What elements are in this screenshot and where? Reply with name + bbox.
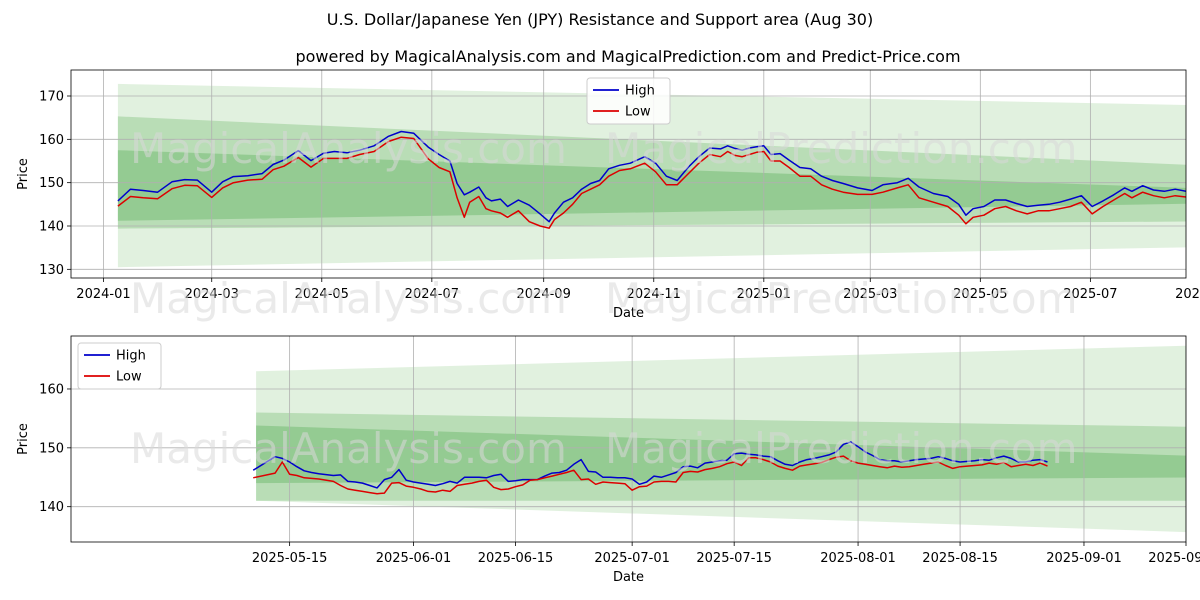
x-tick-label: 2025-09-15 [1148, 551, 1200, 566]
watermark-analysis-top: MagicalAnalysis.com [130, 124, 567, 173]
y-tick-label: 130 [39, 263, 64, 278]
watermark-prediction-bottom: MagicalPrediction.com [605, 424, 1078, 473]
legend-label-low: Low [625, 105, 651, 120]
x-tick-label: 2024-11 [627, 287, 681, 302]
y-tick-label: 140 [39, 500, 64, 515]
plot-area [71, 70, 1186, 278]
x-tick-label: 2024-03 [185, 287, 239, 302]
x-tick-label: 2025-06-01 [376, 551, 452, 566]
axes-frame [70, 69, 1187, 279]
x-tick-label: 2025-07 [1063, 287, 1117, 302]
series-line-low [253, 455, 1048, 495]
x-tick-label: 2025-05-15 [252, 551, 328, 566]
legend-label-high: High [116, 349, 146, 364]
x-axis-label: Date [613, 306, 644, 321]
bottom-chart-panel: 2025-05-15 2025-06-01 2025-06-15 2025-07-01… [16, 335, 1200, 585]
x-tick-label: 2025-09 [1175, 287, 1200, 302]
x-tick-label: 2024-07 [405, 287, 459, 302]
legend-label-high: High [625, 84, 655, 99]
series-line-high [117, 130, 1186, 223]
y-tick-label: 160 [39, 382, 64, 397]
figure-subtitle: powered by MagicalAnalysis.com and Magic… [295, 47, 960, 66]
x-tick-label: 2025-01 [737, 287, 791, 302]
legend-label-low: Low [116, 370, 142, 385]
y-tick-label: 150 [39, 176, 64, 191]
figure-title: U.S. Dollar/Japanese Yen (JPY) Resistanc… [327, 10, 873, 29]
y-tick-label: 150 [39, 441, 64, 456]
x-tick-label: 2025-03 [843, 287, 897, 302]
x-tick-label: 2025-07-01 [594, 551, 670, 566]
top-chart-panel: 2024-01 2024-03 2024-05 2024-07 2024-09 2024-… [16, 69, 1200, 321]
plot-area [71, 336, 1186, 542]
watermark-prediction-top: MagicalPrediction.com [605, 124, 1078, 173]
x-tick-label: 2025-06-15 [478, 551, 554, 566]
watermark-analysis-bottom: MagicalAnalysis.com [130, 424, 567, 473]
x-axis-label: Date [613, 570, 644, 585]
band-inner [117, 150, 1186, 221]
x-tick-label: 2025-09-01 [1046, 551, 1122, 566]
watermark-analysis-mid: MagicalAnalysis.com [130, 274, 567, 323]
series-line-low [117, 136, 1186, 229]
y-tick-label: 140 [39, 220, 64, 235]
y-tick-label: 170 [39, 90, 64, 105]
y-axis-label: Price [16, 423, 31, 455]
watermark-prediction-mid: MagicalPrediction.com [605, 274, 1078, 323]
x-tick-label: 2025-07-15 [696, 551, 772, 566]
x-tick-label: 2025-08-01 [820, 551, 896, 566]
x-tick-label: 2025-08-15 [922, 551, 998, 566]
axes-frame [70, 335, 1187, 543]
y-axis-label: Price [16, 158, 31, 190]
legend: High Low [586, 77, 671, 125]
x-tick-label: 2024-09 [517, 287, 571, 302]
legend: High Low [77, 342, 162, 390]
x-tick-label: 2024-01 [76, 287, 130, 302]
x-tick-label: 2024-05 [295, 287, 349, 302]
series-line-high [252, 441, 1048, 489]
x-tick-label: 2025-05 [953, 287, 1007, 302]
y-tick-label: 160 [39, 133, 64, 148]
